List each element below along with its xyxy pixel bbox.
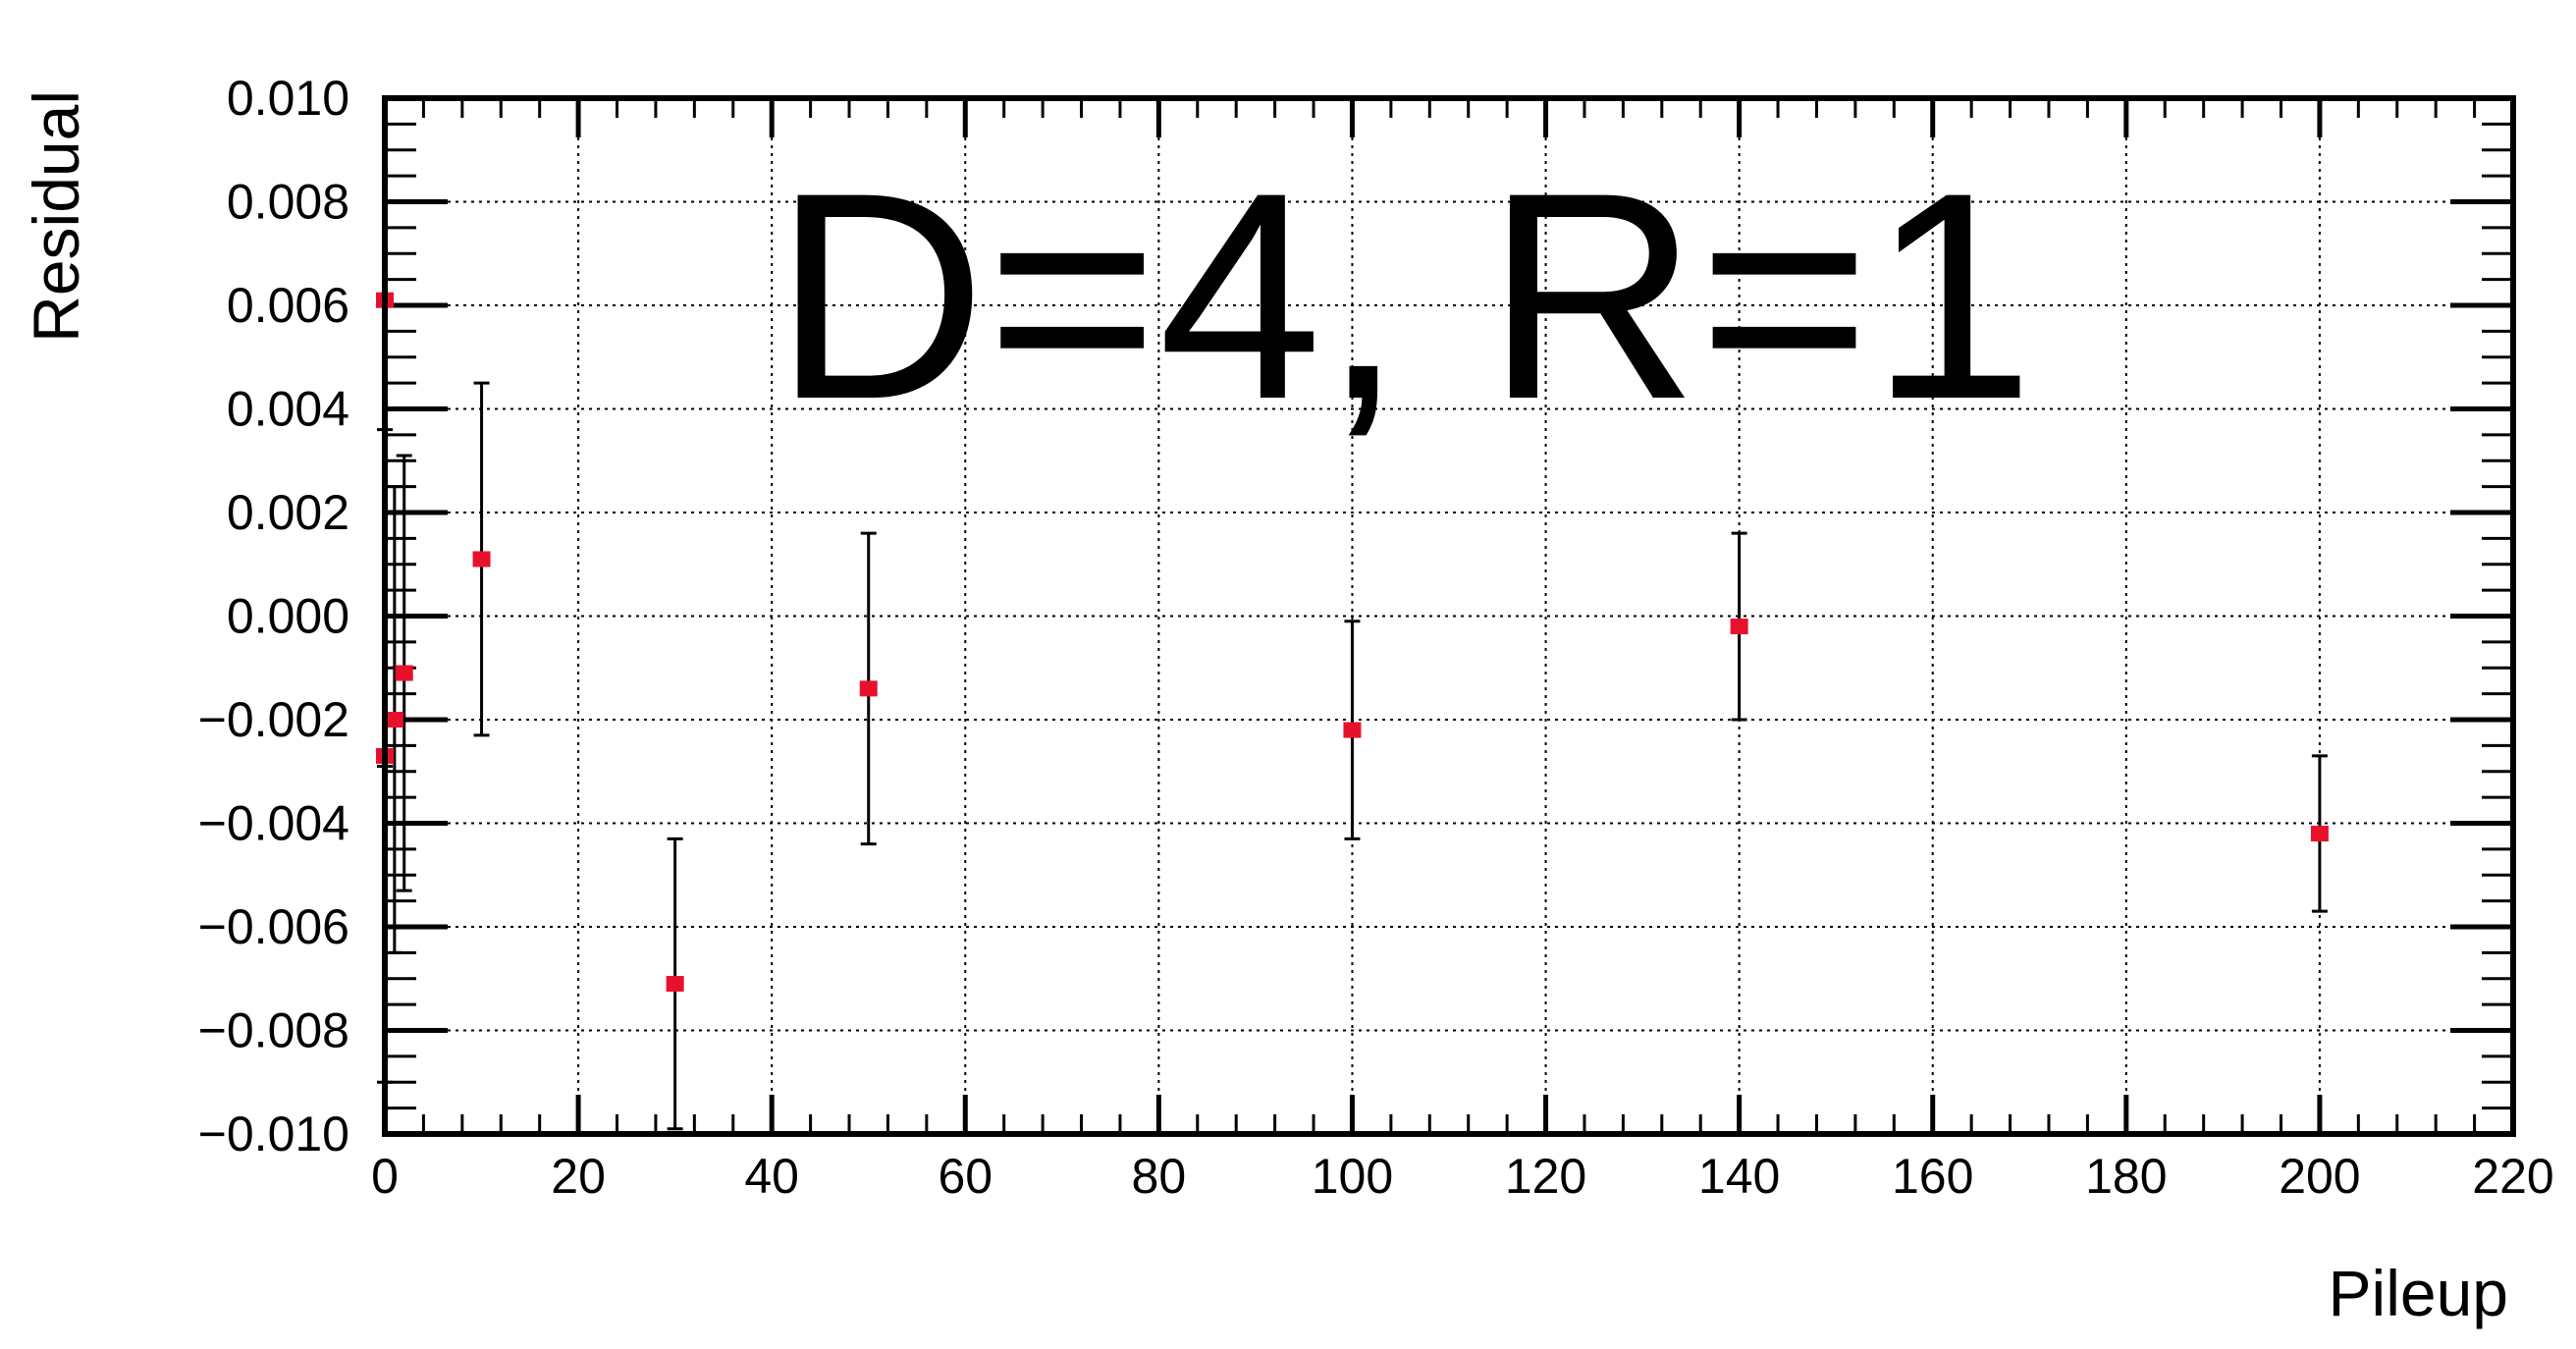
data-point bbox=[2310, 826, 2329, 842]
y-tick-label: −0.006 bbox=[198, 899, 349, 954]
data-points bbox=[376, 292, 2329, 993]
data-point bbox=[1343, 722, 1362, 738]
chart-annotation: D=4, R=1 bbox=[774, 131, 2034, 460]
x-tick-label: 40 bbox=[744, 1149, 799, 1204]
x-tick-label: 220 bbox=[2472, 1149, 2553, 1204]
x-tick-label: 80 bbox=[1132, 1149, 1187, 1204]
plot-frame bbox=[382, 95, 2516, 1137]
x-tick-label: 0 bbox=[371, 1149, 399, 1204]
x-axis-title: Pileup bbox=[2329, 1257, 2508, 1329]
y-tick-label: −0.010 bbox=[198, 1106, 349, 1161]
y-tick-label: −0.008 bbox=[198, 1003, 349, 1058]
data-point bbox=[395, 665, 413, 681]
y-tick-label: 0.004 bbox=[227, 382, 349, 437]
y-tick-label: 0.008 bbox=[227, 175, 349, 230]
x-tick-labels: 0 20 40 60 80 100 120 140 160 180 200 220 bbox=[371, 1149, 2554, 1204]
y-tick-label: −0.002 bbox=[198, 692, 349, 747]
x-tick-label: 140 bbox=[1698, 1149, 1780, 1204]
grid bbox=[385, 98, 2513, 1134]
data-point bbox=[859, 680, 878, 697]
data-point bbox=[1730, 619, 1748, 635]
y-tick-label: 0.000 bbox=[227, 589, 349, 644]
y-tick-label: 0.002 bbox=[227, 485, 349, 540]
y-tick-label: 0.010 bbox=[227, 71, 349, 126]
x-tick-label: 160 bbox=[1892, 1149, 1973, 1204]
x-tick-label: 180 bbox=[2085, 1149, 2167, 1204]
y-axis-title: Residual bbox=[20, 90, 92, 343]
data-point bbox=[472, 551, 491, 567]
data-point bbox=[666, 976, 684, 993]
x-tick-label: 20 bbox=[551, 1149, 606, 1204]
y-tick-label: 0.006 bbox=[227, 278, 349, 333]
x-tick-label: 120 bbox=[1505, 1149, 1586, 1204]
data-point bbox=[385, 712, 403, 728]
x-tick-label: 200 bbox=[2279, 1149, 2360, 1204]
y-tick-labels: −0.010 −0.008 −0.006 −0.004 −0.002 0.000 0.002… bbox=[198, 71, 349, 1161]
y-tick-label: −0.004 bbox=[198, 796, 349, 851]
x-tick-label: 100 bbox=[1312, 1149, 1393, 1204]
x-tick-label: 60 bbox=[938, 1149, 993, 1204]
